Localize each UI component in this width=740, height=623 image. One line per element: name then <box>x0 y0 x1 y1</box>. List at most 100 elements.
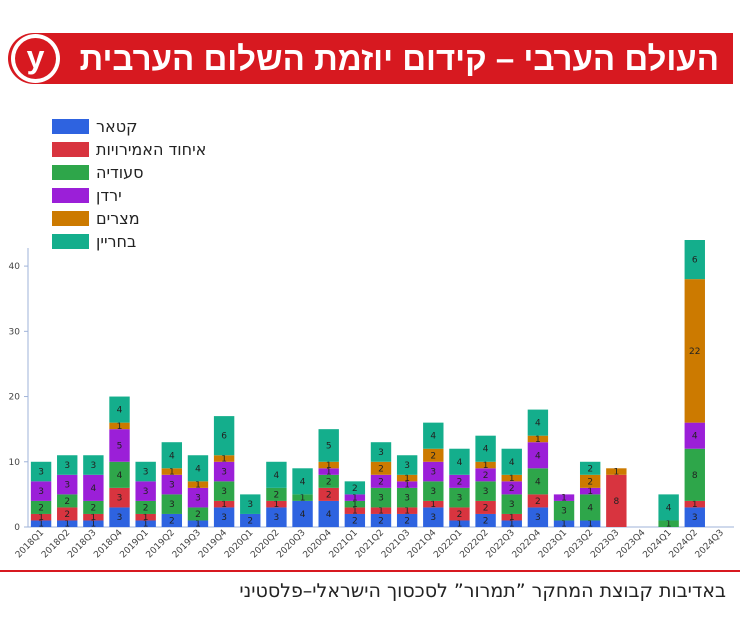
bar-segment <box>475 468 496 482</box>
publisher-logo: y <box>11 34 60 83</box>
bar-segment-label: 1 <box>352 500 358 510</box>
bar-segment-label: 1 <box>666 520 672 530</box>
bar-segment-label: 3 <box>404 461 410 471</box>
bar-segment <box>187 487 209 508</box>
bar-segment <box>213 507 235 527</box>
bar-segment-label: 4 <box>195 464 201 474</box>
bar-segment <box>187 455 209 482</box>
bar-segment <box>266 507 287 527</box>
bar-segment <box>161 474 183 495</box>
bar-segment <box>501 481 522 495</box>
bar-segment-label: 2 <box>378 477 384 487</box>
bar-segment <box>527 442 549 469</box>
bar-segment <box>109 422 130 430</box>
bar-segment-label: 3 <box>117 494 123 504</box>
bar-segment <box>161 513 183 527</box>
bar-segment <box>292 494 313 501</box>
bar-segment <box>135 481 156 501</box>
bar-segment-label: 2 <box>404 516 410 526</box>
bar-segment-label: 4 <box>430 432 436 442</box>
bar-segment-label: 4 <box>692 432 698 442</box>
bar-segment-label: 1 <box>509 513 515 523</box>
bar-segment-label: 3 <box>221 487 227 497</box>
legend: קטאר איחוד האמירויות סעודיה ירדן מצרים בחריין <box>52 115 206 253</box>
bar-segment-label: 1 <box>117 422 123 432</box>
bar-segment-label: 2 <box>326 490 332 500</box>
bar-segment <box>553 520 575 527</box>
legend-item: מצרים <box>52 207 206 230</box>
y-tick-label: 20 <box>9 393 21 403</box>
legend-label: ירדן <box>96 186 122 205</box>
legend-swatch <box>52 234 89 249</box>
bar-segment-label: 1 <box>91 520 97 530</box>
legend-item: סעודיה <box>52 161 206 184</box>
bar-segment <box>501 520 522 527</box>
bar-segment-label: 1 <box>404 481 410 491</box>
legend-label: איחוד האמירויות <box>96 140 207 159</box>
legend-label: סעודיה <box>96 163 144 182</box>
bar-segment <box>449 474 470 488</box>
bar-segment-label: 2 <box>587 464 593 474</box>
bar-segment-label: 4 <box>483 445 489 455</box>
bar-segment <box>344 513 366 527</box>
bar-segment <box>213 416 235 456</box>
bar-segment-label: 4 <box>666 503 672 513</box>
bar-segment <box>684 448 705 501</box>
bar-segment-label: 2 <box>352 516 358 526</box>
bar-segment-label: 3 <box>143 468 149 478</box>
bar-segment-label: 2 <box>378 464 384 474</box>
bar-segment <box>501 448 522 475</box>
bar-segment-label: 4 <box>91 484 97 494</box>
legend-swatch <box>52 165 89 180</box>
bar-segment-label: 1 <box>378 507 384 517</box>
bar-segment-label: 4 <box>326 510 332 520</box>
bar-segment <box>161 494 183 514</box>
logo-letter: y <box>15 38 56 79</box>
bar-segment-label: 2 <box>247 516 253 526</box>
bar-segment <box>318 429 339 462</box>
bar-segment <box>475 435 496 462</box>
y-tick-label: 30 <box>9 327 21 337</box>
bar-segment <box>292 468 313 495</box>
bar-segment <box>370 513 392 527</box>
bar-segment-label: 1 <box>326 468 332 478</box>
bar-segment <box>684 422 705 449</box>
legend-swatch <box>52 142 89 157</box>
bar-segment <box>318 461 339 469</box>
bar-segment-label: 4 <box>300 477 306 487</box>
bar-segment <box>370 442 392 462</box>
bar-segment-label: 4 <box>587 503 593 513</box>
bar-segment <box>423 507 444 527</box>
bar-segment <box>135 520 156 527</box>
bar-segment <box>83 513 104 521</box>
bar-segment-label: 1 <box>613 468 619 478</box>
bar-segment-label: 4 <box>274 471 280 481</box>
bar-segment <box>57 520 78 527</box>
bar-segment-label: 1 <box>587 487 593 497</box>
bar-segment-label: 1 <box>535 435 541 445</box>
bar-segment <box>449 507 470 521</box>
bar-segment-label: 3 <box>404 494 410 504</box>
bar-segment <box>370 474 392 488</box>
bar-segment <box>370 487 392 508</box>
bar-segment-label: 1 <box>195 520 201 530</box>
bar-segment <box>501 474 522 482</box>
bar-segment <box>187 520 209 527</box>
bar-segment <box>423 422 444 449</box>
bar-segment-label: 3 <box>430 468 436 478</box>
bar-segment-label: 3 <box>64 481 70 491</box>
stacked-bar-chart: 010203040112332018Q1122332018Q2112432018… <box>9 240 734 560</box>
bar-segment-label: 2 <box>64 510 70 520</box>
bar-segment-label: 2 <box>169 516 175 526</box>
bar-segment-label: 1 <box>91 513 97 523</box>
bar-segment-label: 1 <box>38 520 44 530</box>
bar-segment <box>83 455 104 475</box>
bar-segment <box>109 429 130 462</box>
bar-segment <box>57 455 78 475</box>
bar-segment-label: 6 <box>221 432 227 442</box>
bar-segment <box>475 513 496 527</box>
bar-segment-label: 3 <box>378 494 384 504</box>
bar-segment-label: 3 <box>378 448 384 458</box>
bar-segment <box>606 468 627 475</box>
bar-segment <box>109 461 130 488</box>
